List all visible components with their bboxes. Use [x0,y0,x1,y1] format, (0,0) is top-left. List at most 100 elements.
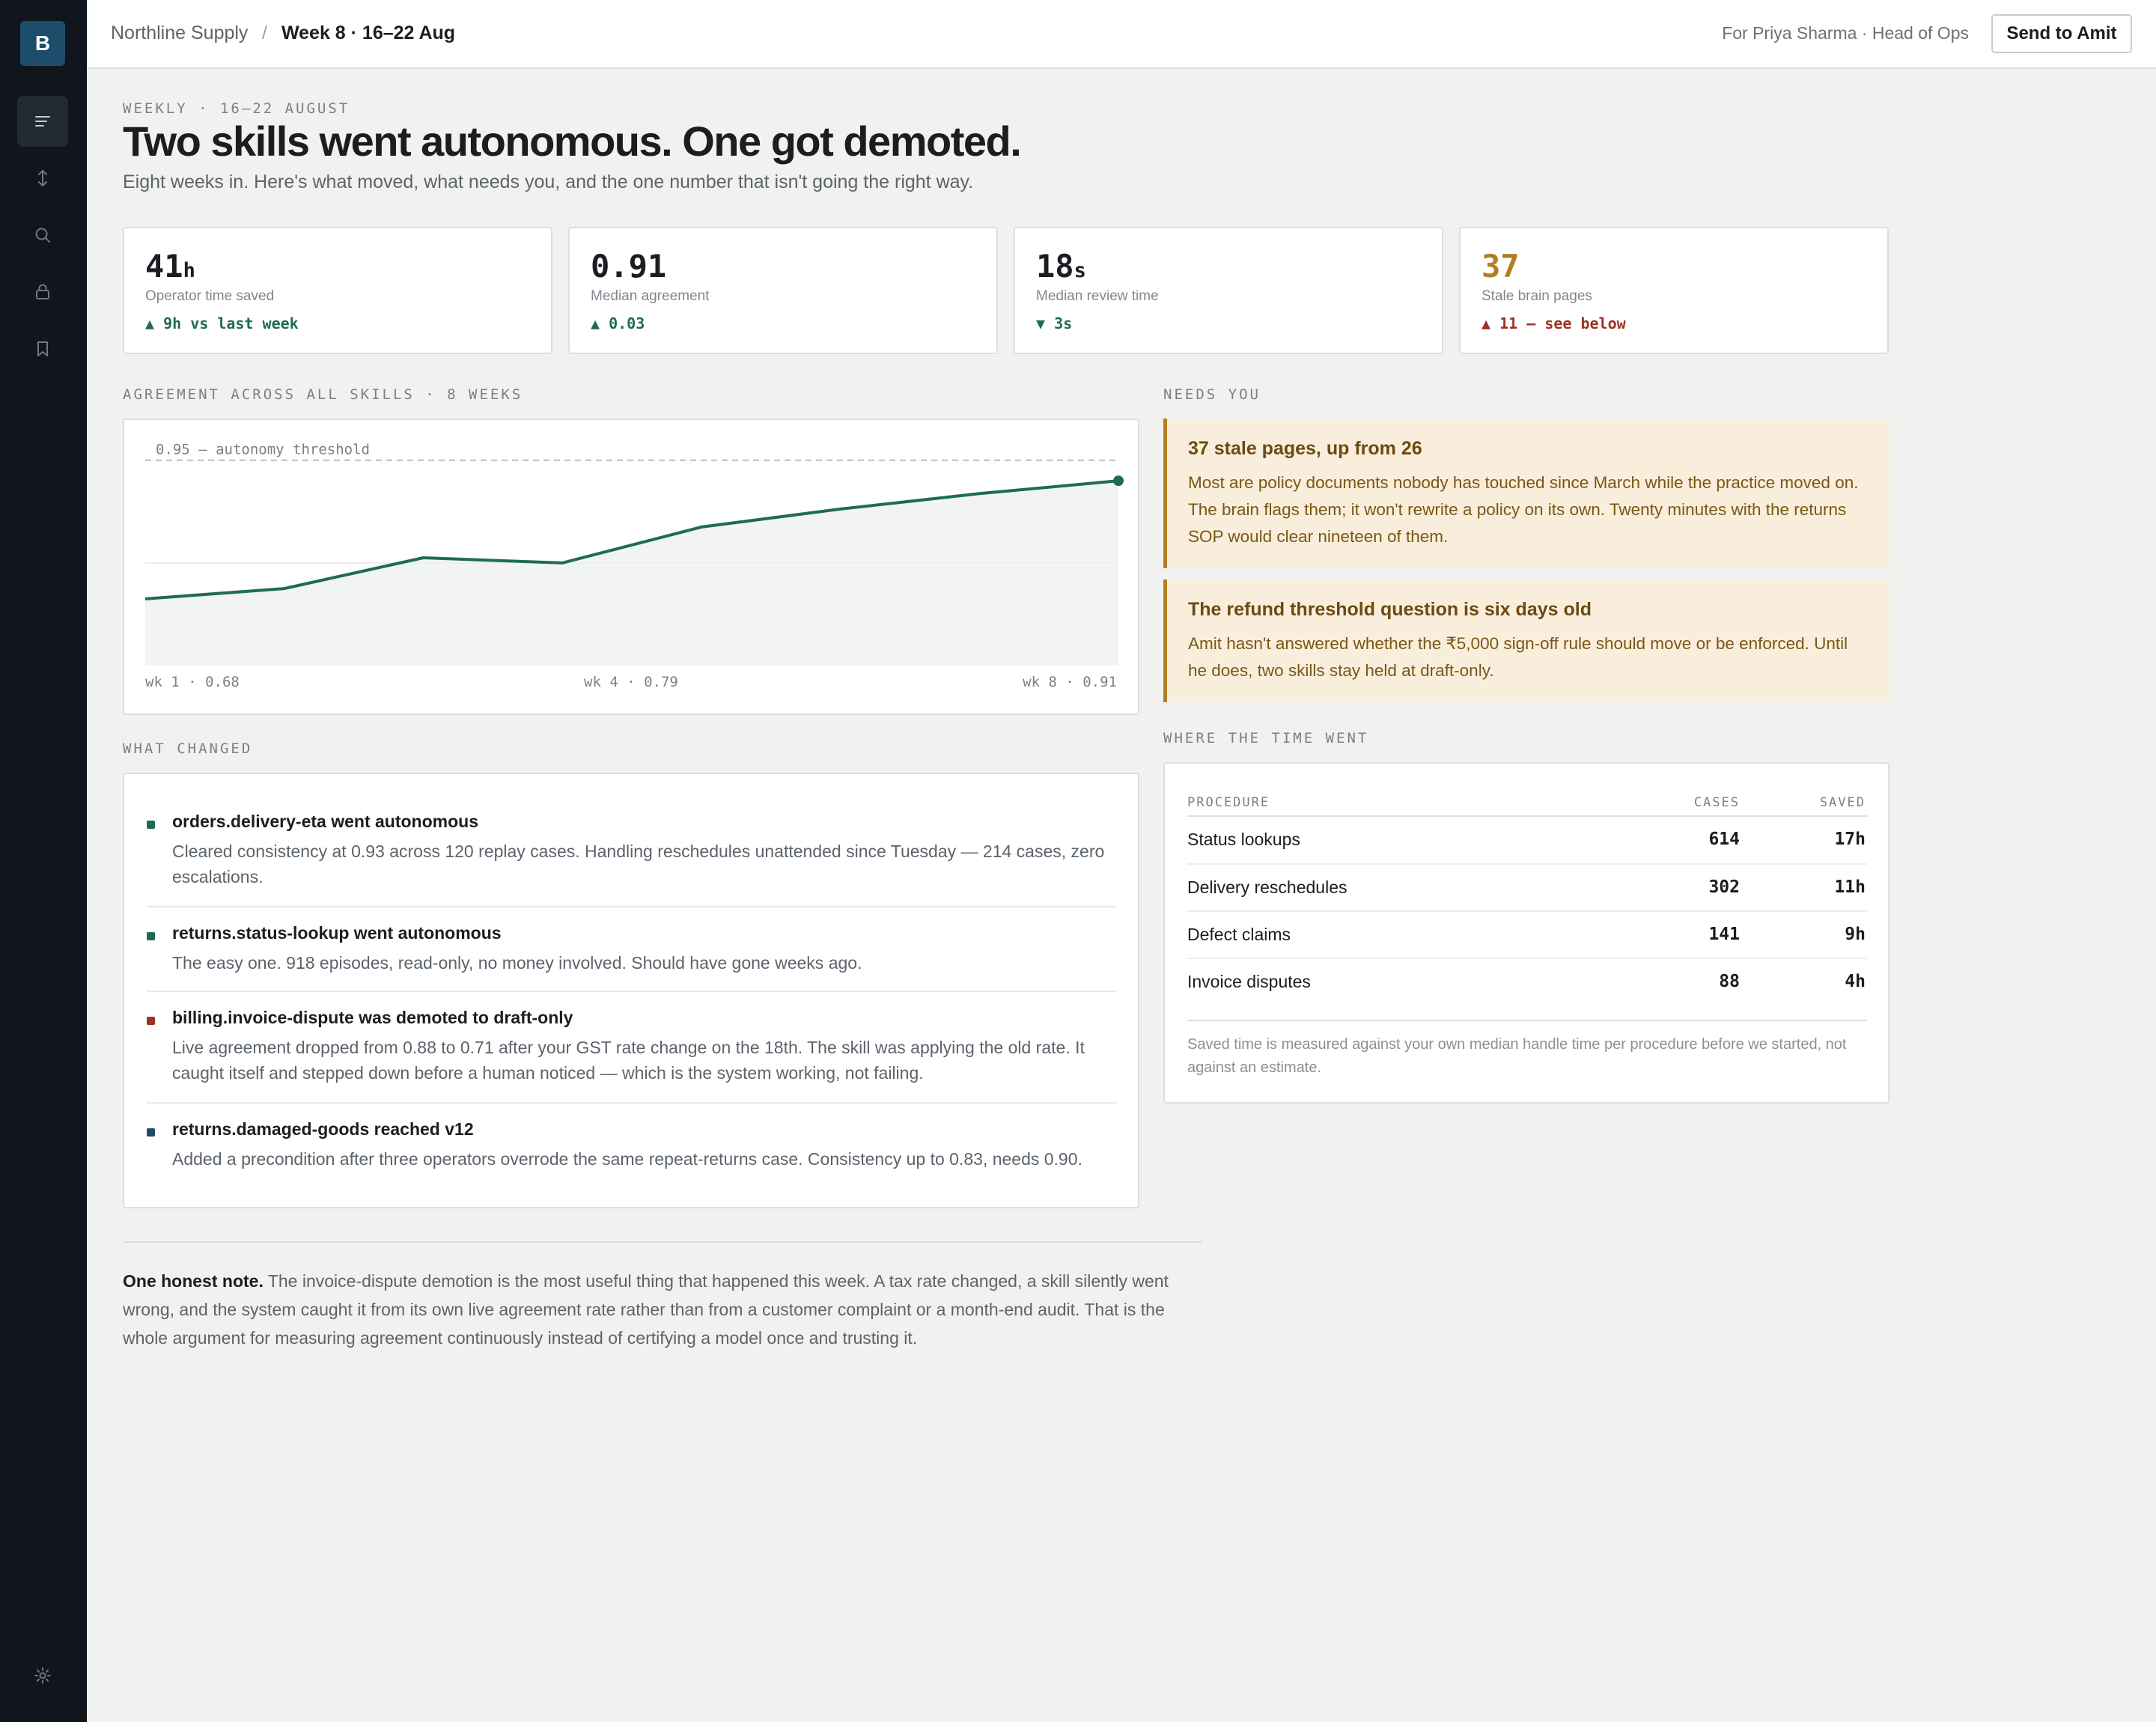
chart-x-label-end: wk 8 · 0.91 [1023,674,1117,690]
section-label-what-changed: WHAT CHANGED [123,740,253,757]
needs-item-body: Amit hasn't answered whether the ₹5,000 … [1188,634,1848,680]
agreement-chart-plot: 0.95 — autonomy threshold [144,442,1124,666]
list-divider [147,991,1117,992]
logo-letter: B [34,31,51,55]
kpi-delta: ▼ 3s [1036,314,1073,332]
report-eyebrow: WEEKLY · 16–22 AUGUST [123,100,350,117]
chart-area-fill [145,481,1118,666]
table-cell-procedure: Delivery reschedules [1187,877,1348,897]
needs-item-refund-threshold[interactable]: The refund threshold question is six day… [1163,579,1889,702]
lock-icon [36,284,49,299]
chart-latest-point [1113,475,1124,487]
agreement-chart: 0.95 — autonomy threshold wk 1 · 0.68 wk… [123,419,1139,715]
chart-x-label-mid: wk 4 · 0.79 [584,674,678,690]
bookmark-icon [37,341,48,356]
table-header-cases: CASES [1693,795,1740,810]
kpi-label: Operator time saved [145,288,275,304]
list-icon [35,116,50,127]
change-body: Cleared consistency at 0.93 across 120 r… [172,842,1105,886]
sidebar: B [0,0,87,1722]
kpi-value: 18s [1036,248,1086,285]
status-dot [147,1017,155,1025]
change-body: The easy one. 918 episodes, read-only, n… [172,953,862,973]
honest-note: One honest note. The invoice-dispute dem… [123,1267,1208,1352]
settings-icon [34,1667,51,1684]
table-cell-cases: 302 [1708,877,1740,897]
kpi-value: 37 [1482,248,1520,285]
app-logo[interactable]: B [20,21,65,66]
table-cell-procedure: Invoice disputes [1187,972,1311,991]
change-body: Live agreement dropped from 0.88 to 0.71… [172,1038,1085,1083]
what-changed-list: orders.delivery-eta went autonomous Clea… [123,773,1139,1208]
agreement-series-line [144,479,1119,600]
table-cell-saved: 4h [1845,972,1866,991]
kpi-label: Median agreement [591,288,710,304]
nav-settings[interactable] [17,1650,68,1701]
change-body: Added a precondition after three operato… [172,1149,1082,1169]
kpi-card-review-time: 18s Median review time ▼ 3s [1014,227,1443,354]
kpi-delta: ▲ 9h vs last week [145,314,299,332]
top-bar: Northline Supply / Week 8 · 16–22 Aug Fo… [87,0,2156,69]
change-title: orders.delivery-eta went autonomous [172,812,478,831]
section-label-time-went: WHERE THE TIME WENT [1163,730,1369,746]
search-icon [35,228,50,243]
table-footer-rule [1187,1020,1867,1021]
kpi-delta: ▲ 11 — see below [1482,314,1626,332]
status-dot [147,821,155,829]
kpi-label: Median review time [1036,288,1159,304]
nav-lock[interactable] [17,267,68,317]
table-cell-saved: 17h [1834,830,1866,849]
needs-item-body: Most are policy documents nobody has tou… [1188,473,1859,546]
table-cell-cases: 141 [1708,925,1740,944]
sort-icon [38,170,47,186]
honest-note-lead: One honest note. [123,1271,264,1291]
kpi-card-time-saved: 41h Operator time saved ▲ 9h vs last wee… [123,227,552,354]
kpi-card-agreement: 0.91 Median agreement ▲ 0.03 [568,227,998,354]
autonomy-threshold-label: 0.95 — autonomy threshold [156,442,370,458]
table-cell-procedure: Defect claims [1187,925,1291,944]
table-header-procedure: PROCEDURE [1187,795,1270,810]
needs-item-title: The refund threshold question is six day… [1188,599,1592,620]
section-label-needs-you: NEEDS YOU [1163,386,1261,403]
list-divider [147,906,1117,907]
send-to-amit-button[interactable]: Send to Amit [1991,14,2132,53]
chart-x-label-start: wk 1 · 0.68 [145,674,240,690]
table-header-saved: SAVED [1819,795,1866,810]
breadcrumb-week: Week 8 · 16–22 Aug [281,22,456,43]
table-cell-procedure: Status lookups [1187,830,1300,849]
change-title: returns.status-lookup went autonomous [172,923,502,943]
kpi-delta: ▲ 0.03 [591,314,645,332]
kpi-value: 0.91 [591,248,667,285]
needs-item-title: 37 stale pages, up from 26 [1188,438,1422,459]
recipient-label: For Priya Sharma · Head of Ops [1722,23,1969,43]
table-header-rule [1187,815,1867,817]
status-dot [147,1128,155,1137]
needs-item-stale-pages[interactable]: 37 stale pages, up from 26 Most are poli… [1163,419,1889,568]
page-subtitle: Eight weeks in. Here's what moved, what … [123,171,974,192]
note-divider [123,1241,1202,1243]
table-cell-saved: 11h [1834,877,1866,897]
nav-bookmark[interactable] [17,323,68,374]
table-cell-cases: 614 [1708,830,1740,849]
breadcrumb-org[interactable]: Northline Supply [111,22,249,43]
table-cell-saved: 9h [1845,925,1866,944]
change-title: returns.damaged-goods reached v12 [172,1119,474,1139]
nav-list[interactable] [17,96,68,147]
time-breakdown-table: PROCEDURE CASES SAVED Status lookups 614… [1163,762,1889,1104]
kpi-value: 41h [145,248,195,285]
honest-note-body: The invoice-dispute demotion is the most… [123,1271,1169,1348]
kpi-label: Stale brain pages [1482,288,1592,304]
page-title: Two skills went autonomous. One got demo… [123,118,1022,165]
status-dot [147,932,155,940]
nav-search[interactable] [17,210,68,261]
table-row-divider [1187,863,1867,865]
change-title: billing.invoice-dispute was demoted to d… [172,1008,573,1027]
list-divider [147,1102,1117,1104]
breadcrumb-separator: / [262,22,267,43]
section-label-agreement: AGREEMENT ACROSS ALL SKILLS · 8 WEEKS [123,386,523,403]
kpi-card-stale-pages: 37 Stale brain pages ▲ 11 — see below [1459,227,1889,354]
table-row-divider [1187,958,1867,959]
table-cell-cases: 88 [1719,972,1740,991]
nav-sort[interactable] [17,153,68,204]
table-row-divider [1187,910,1867,912]
